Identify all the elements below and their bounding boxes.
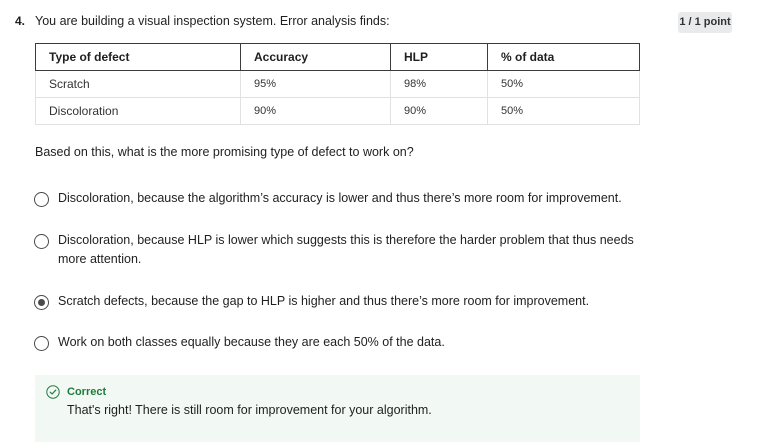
- question-number: 4.: [15, 14, 26, 28]
- points-badge: 1 / 1 point: [678, 12, 732, 33]
- feedback-panel: Correct That's right! There is still roo…: [35, 375, 640, 442]
- cell-hlp: 98%: [390, 70, 488, 98]
- answer-option-2[interactable]: Discoloration, because HLP is lower whic…: [34, 233, 634, 269]
- answer-option-label[interactable]: Discoloration, because HLP is lower whic…: [58, 233, 634, 266]
- answer-option-4[interactable]: Work on both classes equally because the…: [34, 335, 634, 352]
- answer-option-label[interactable]: Scratch defects, because the gap to HLP …: [58, 294, 590, 308]
- check-circle-icon: [46, 385, 60, 399]
- cell-defect-type: Scratch: [35, 70, 241, 98]
- error-analysis-table: Type of defect Accuracy HLP % of data Sc…: [35, 43, 640, 125]
- table-row: Scratch 95% 98% 50%: [35, 70, 640, 98]
- answer-option-label[interactable]: Discoloration, because the algorithm’s a…: [58, 191, 622, 205]
- answer-option-label[interactable]: Work on both classes equally because the…: [58, 335, 445, 349]
- header-type-of-defect: Type of defect: [35, 43, 241, 71]
- radio-button-selected[interactable]: [34, 295, 49, 310]
- feedback-title: Correct: [67, 386, 107, 398]
- cell-percent-of-data: 50%: [487, 97, 640, 125]
- answer-option-1[interactable]: Discoloration, because the algorithm’s a…: [34, 191, 634, 208]
- header-accuracy: Accuracy: [240, 43, 391, 71]
- cell-percent-of-data: 50%: [487, 70, 640, 98]
- cell-hlp: 90%: [390, 97, 488, 125]
- question-prompt: You are building a visual inspection sys…: [35, 14, 390, 28]
- radio-button[interactable]: [34, 192, 49, 207]
- cell-accuracy: 95%: [240, 70, 391, 98]
- cell-accuracy: 90%: [240, 97, 391, 125]
- radio-button[interactable]: [34, 234, 49, 249]
- answer-option-3[interactable]: Scratch defects, because the gap to HLP …: [34, 294, 634, 311]
- feedback-text: That's right! There is still room for im…: [67, 403, 432, 417]
- radio-selected-dot: [38, 299, 45, 306]
- radio-button[interactable]: [34, 336, 49, 351]
- question-ask: Based on this, what is the more promisin…: [35, 145, 414, 159]
- header-percent-of-data: % of data: [487, 43, 640, 71]
- table-header-row: Type of defect Accuracy HLP % of data: [35, 43, 640, 71]
- cell-defect-type: Discoloration: [35, 97, 241, 125]
- table-row: Discoloration 90% 90% 50%: [35, 97, 640, 125]
- header-hlp: HLP: [390, 43, 488, 71]
